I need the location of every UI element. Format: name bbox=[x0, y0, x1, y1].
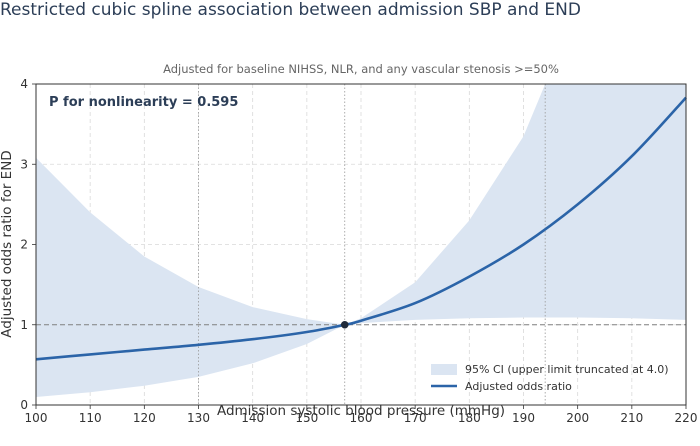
y-tick-label: 1 bbox=[20, 318, 28, 332]
or-line bbox=[35, 96, 687, 361]
legend-label-line: Adjusted odds ratio bbox=[465, 380, 572, 393]
legend-label-ci: 95% CI (upper limit truncated at 4.0) bbox=[465, 363, 669, 376]
x-tick-label: 190 bbox=[512, 411, 535, 425]
x-tick-label: 170 bbox=[404, 411, 427, 425]
nonlinearity-annotation: P for nonlinearity = 0.595 bbox=[49, 95, 238, 110]
x-axis-ticks: 100 110 120 130 140 150 160 170 180 190 200 210 220 bbox=[25, 405, 698, 425]
legend-swatch-ci bbox=[431, 364, 457, 375]
legend: 95% CI (upper limit truncated at 4.0) Ad… bbox=[431, 363, 669, 393]
x-tick-label: 180 bbox=[458, 411, 481, 425]
x-tick-label: 110 bbox=[79, 411, 102, 425]
y-tick-label: 0 bbox=[20, 398, 28, 412]
x-axis-label: Admission systolic blood pressure (mmHg) bbox=[217, 403, 505, 419]
y-tick-label: 4 bbox=[20, 77, 28, 91]
x-tick-label: 210 bbox=[620, 411, 643, 425]
reference-lines bbox=[36, 84, 686, 405]
x-tick-label: 220 bbox=[675, 411, 698, 425]
chart-subtitle: Adjusted for baseline NIHSS, NLR, and an… bbox=[163, 62, 559, 76]
y-tick-label: 2 bbox=[20, 238, 28, 252]
x-tick-label: 160 bbox=[350, 411, 373, 425]
x-tick-label: 100 bbox=[25, 411, 48, 425]
y-axis-ticks: 0 1 2 3 4 bbox=[20, 77, 36, 412]
chart-title: Restricted cubic spline association betw… bbox=[0, 0, 581, 20]
y-axis-label: Adjusted odds ratio for END bbox=[0, 150, 15, 337]
or-line-layer bbox=[35, 96, 687, 361]
x-tick-label: 200 bbox=[566, 411, 589, 425]
x-tick-label: 130 bbox=[187, 411, 210, 425]
x-tick-label: 150 bbox=[295, 411, 318, 425]
x-tick-label: 120 bbox=[133, 411, 156, 425]
reference-point bbox=[340, 320, 349, 329]
x-tick-label: 140 bbox=[241, 411, 264, 425]
y-tick-label: 3 bbox=[20, 157, 28, 171]
